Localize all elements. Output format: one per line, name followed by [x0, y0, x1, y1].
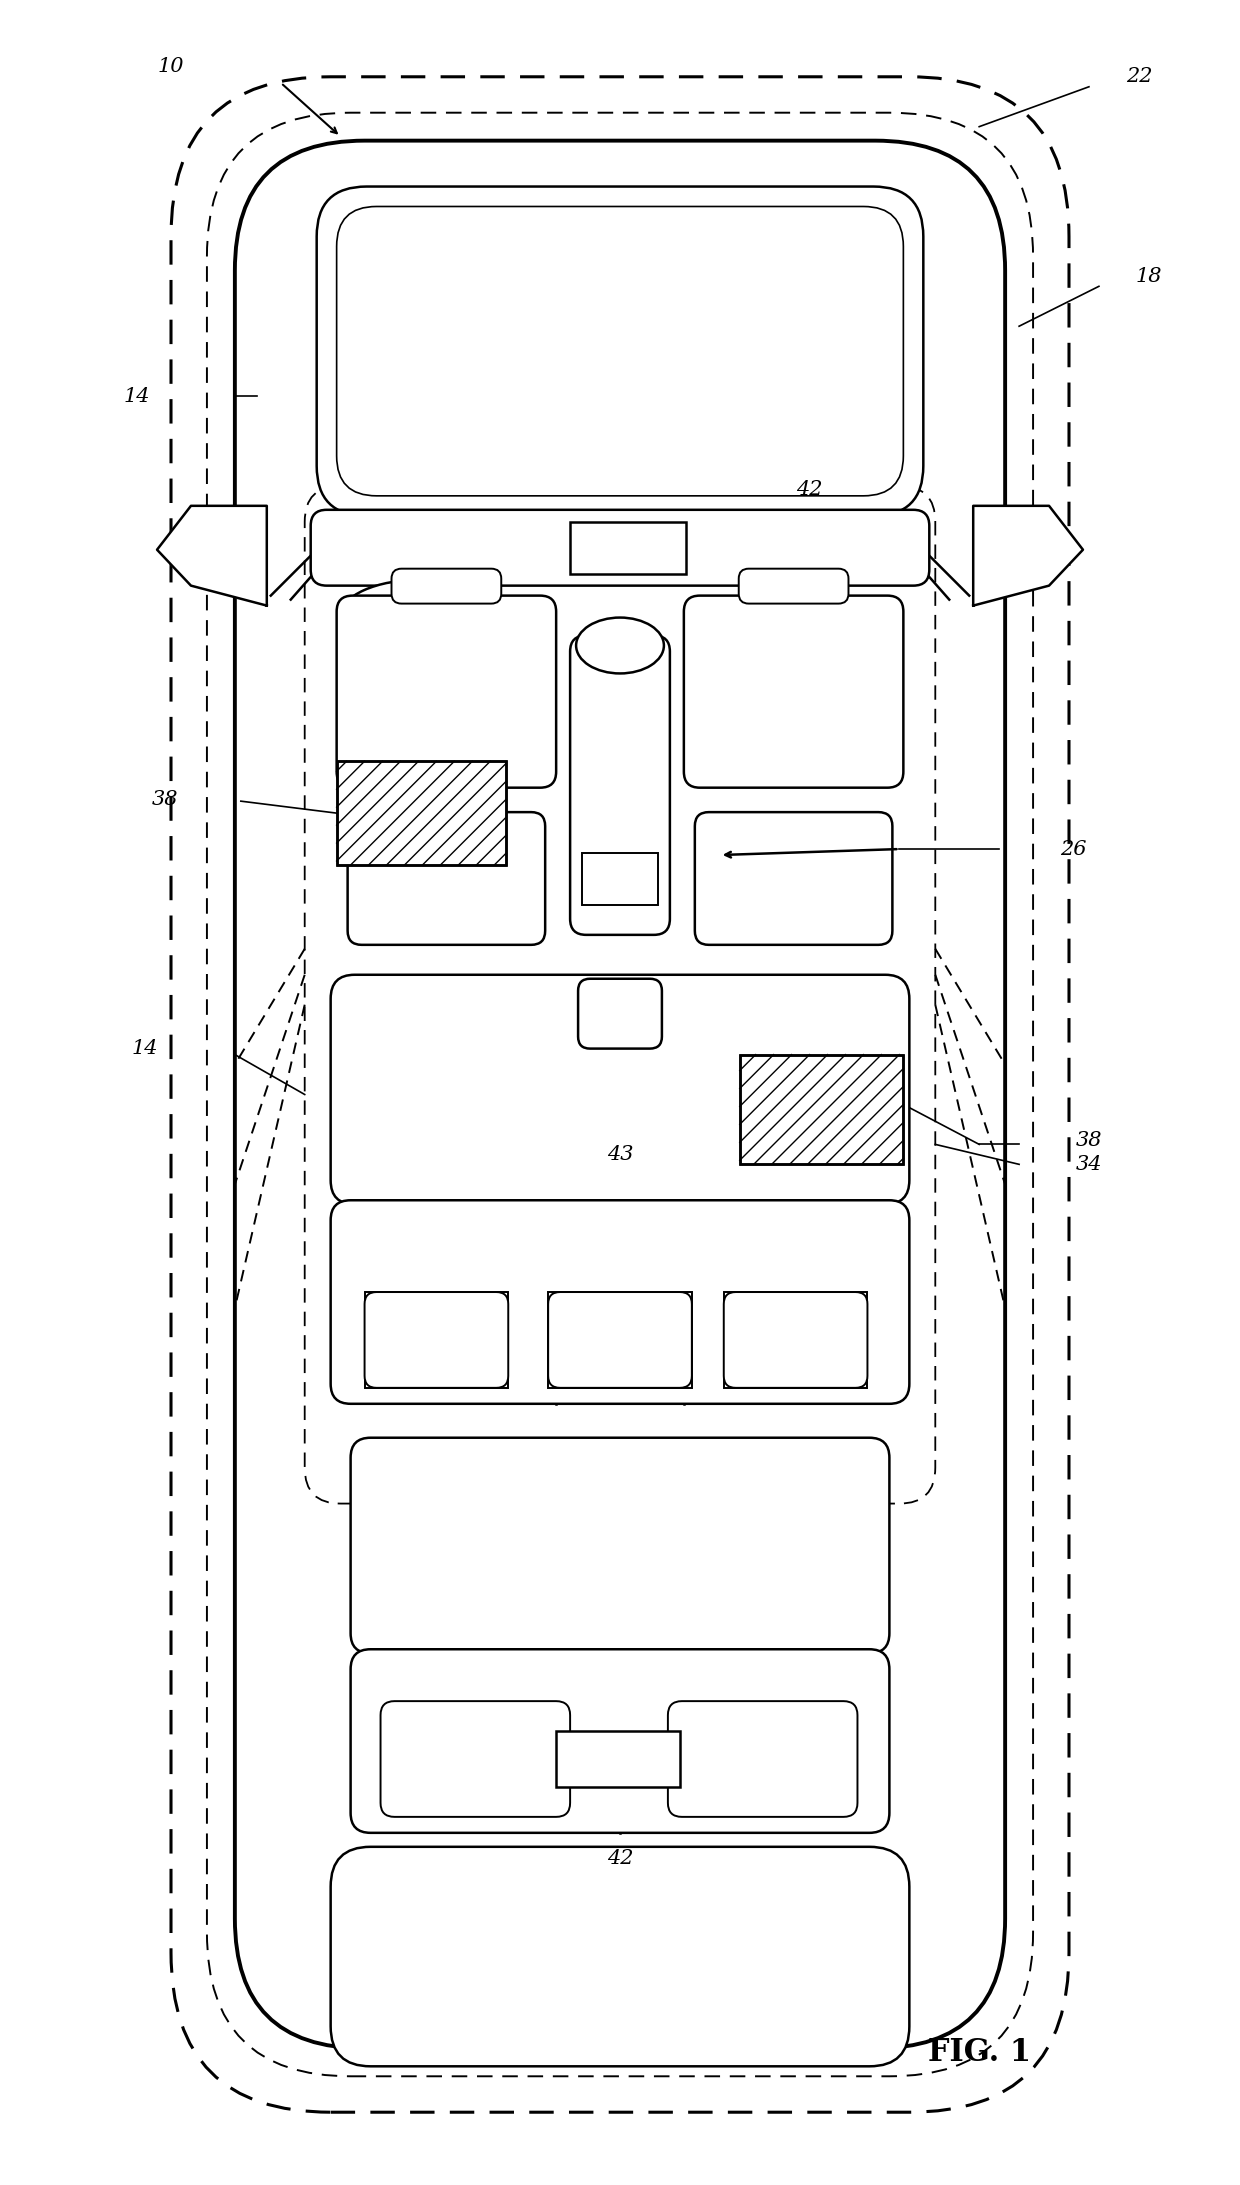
- FancyBboxPatch shape: [683, 597, 904, 787]
- Bar: [582, 852, 658, 905]
- FancyBboxPatch shape: [724, 1291, 868, 1387]
- FancyBboxPatch shape: [694, 813, 893, 944]
- Text: 14: 14: [131, 1040, 159, 1058]
- Bar: [740, 1055, 904, 1165]
- FancyBboxPatch shape: [331, 975, 909, 1204]
- Polygon shape: [973, 505, 1083, 605]
- Text: FIG. 1: FIG. 1: [928, 2036, 1030, 2067]
- Text: 38: 38: [151, 789, 179, 808]
- Bar: [570, 522, 686, 575]
- Text: 42: 42: [796, 481, 823, 500]
- FancyBboxPatch shape: [311, 509, 929, 586]
- Text: 43: 43: [606, 1145, 634, 1165]
- Text: 42: 42: [606, 1849, 634, 1868]
- FancyBboxPatch shape: [331, 1200, 909, 1403]
- Bar: [724, 1291, 868, 1387]
- Bar: [548, 1291, 692, 1387]
- Text: 26: 26: [1060, 839, 1086, 859]
- Ellipse shape: [341, 579, 500, 651]
- FancyBboxPatch shape: [351, 1438, 889, 1654]
- FancyBboxPatch shape: [234, 140, 1006, 2047]
- Bar: [740, 1055, 904, 1165]
- Text: 34: 34: [1075, 1156, 1102, 1173]
- Ellipse shape: [577, 618, 663, 673]
- Text: 18: 18: [1136, 267, 1162, 286]
- Text: 38: 38: [1075, 1132, 1102, 1149]
- FancyBboxPatch shape: [668, 1702, 858, 1818]
- FancyBboxPatch shape: [570, 636, 670, 935]
- Bar: [336, 760, 506, 865]
- FancyBboxPatch shape: [392, 568, 501, 603]
- Text: 22: 22: [1126, 68, 1152, 85]
- Bar: [365, 1291, 508, 1387]
- FancyBboxPatch shape: [316, 186, 924, 516]
- FancyBboxPatch shape: [347, 813, 546, 944]
- Text: 14: 14: [124, 387, 150, 406]
- FancyBboxPatch shape: [365, 1291, 508, 1387]
- Bar: [336, 760, 506, 865]
- FancyBboxPatch shape: [336, 597, 557, 787]
- FancyBboxPatch shape: [331, 1846, 909, 2067]
- FancyBboxPatch shape: [578, 979, 662, 1049]
- Polygon shape: [157, 505, 267, 605]
- FancyBboxPatch shape: [739, 568, 848, 603]
- FancyBboxPatch shape: [381, 1702, 570, 1818]
- FancyBboxPatch shape: [351, 1650, 889, 1833]
- FancyBboxPatch shape: [336, 208, 904, 496]
- FancyBboxPatch shape: [548, 1291, 692, 1387]
- Bar: [557, 1731, 680, 1787]
- Text: 10: 10: [157, 57, 185, 76]
